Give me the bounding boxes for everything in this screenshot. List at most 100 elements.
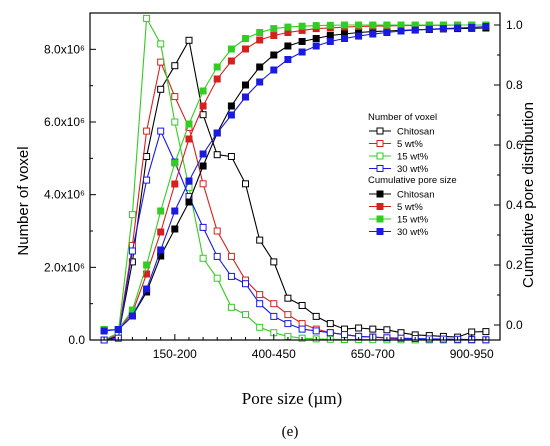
voxel-point-chitosan — [312, 312, 320, 320]
cumulative-point-5-wt — [171, 180, 179, 188]
cumulative-point-30-wt — [213, 129, 221, 137]
voxel-point-30-wt — [270, 312, 278, 320]
cumulative-point-15-wt — [284, 23, 292, 31]
cumulative-point-30-wt — [454, 24, 462, 32]
voxel-point-chitosan — [270, 258, 278, 266]
cumulative-point-5-wt — [185, 135, 193, 143]
voxel-point-chitosan — [185, 36, 193, 44]
cumulative-point-chitosan — [326, 32, 334, 39]
voxel-point-15-wt — [128, 211, 136, 219]
cumulative-point-5-wt — [227, 57, 235, 65]
cumulative-point-15-wt — [326, 21, 334, 29]
voxel-point-chitosan — [326, 320, 334, 328]
cumulative-point-chitosan — [242, 81, 249, 89]
cumulative-legend-label-chitosan: Chitosan — [397, 190, 435, 201]
cumulative-point-5-wt — [256, 36, 264, 44]
cumulative-point-15-wt — [199, 87, 207, 95]
voxel-point-30-wt — [157, 127, 165, 135]
cumulative-point-15-wt — [270, 25, 278, 33]
cumulative-point-chitosan — [171, 225, 179, 233]
voxel-legend-marker-30-wt — [376, 165, 384, 172]
voxel-point-30-wt — [284, 320, 292, 328]
voxel-point-15-wt — [227, 303, 235, 311]
voxel-point-chitosan — [298, 302, 306, 309]
cumulative-point-30-wt — [411, 26, 419, 34]
y-right-tick-label: 0.4 — [506, 198, 523, 212]
cumulative-point-15-wt — [213, 63, 221, 71]
cumulative-point-30-wt — [227, 111, 235, 119]
cumulative-point-15-wt — [256, 29, 264, 36]
cumulative-point-15-wt — [341, 21, 348, 29]
x-tick-label: 650-700 — [351, 347, 395, 361]
cumulative-point-15-wt — [355, 21, 363, 29]
cumulative-point-30-wt — [284, 56, 292, 63]
voxel-point-chitosan — [213, 151, 221, 159]
y-left-tick-label: 6.0x10⁶ — [44, 115, 85, 129]
voxel-point-15-wt — [143, 14, 151, 22]
cumulative-line-15-wt — [104, 24, 486, 331]
cumulative-point-30-wt — [482, 23, 490, 30]
cumulative-point-30-wt — [242, 93, 249, 101]
y-left-tick-label: 4.0x10⁶ — [44, 188, 85, 202]
voxel-point-5-wt — [171, 93, 179, 101]
voxel-point-30-wt — [312, 327, 320, 335]
voxel-point-5-wt — [227, 252, 235, 260]
cumulative-point-15-wt — [397, 21, 405, 29]
figure-caption: (e) — [282, 424, 299, 440]
cumulative-point-15-wt — [312, 22, 320, 30]
cumulative-point-30-wt — [341, 35, 348, 42]
y-axis-right-title: Cumulative pore distribution — [520, 102, 537, 288]
voxel-point-chitosan — [369, 325, 377, 333]
voxel-point-5-wt — [256, 291, 264, 299]
voxel-legend-marker-chitosan — [376, 127, 384, 135]
voxel-line-chitosan — [103, 38, 486, 341]
cumulative-point-30-wt — [312, 42, 320, 50]
cumulative-point-15-wt — [242, 35, 249, 42]
voxel-point-chitosan — [355, 324, 363, 332]
cumulative-point-chitosan — [199, 162, 207, 170]
voxel-point-chitosan — [256, 236, 264, 244]
cumulative-point-5-wt — [157, 228, 165, 236]
voxel-point-chitosan — [482, 328, 490, 336]
cumulative-point-15-wt — [383, 21, 391, 29]
cumulative-point-30-wt — [128, 312, 136, 320]
x-tick-label: 900-950 — [450, 347, 494, 361]
cumulative-point-chitosan — [256, 63, 264, 71]
voxel-point-15-wt — [157, 40, 165, 48]
cumulative-point-30-wt — [383, 29, 391, 36]
cumulative-point-chitosan — [312, 35, 320, 42]
voxel-point-15-wt — [171, 118, 179, 126]
voxel-point-chitosan — [143, 153, 151, 160]
voxel-point-chitosan — [171, 62, 179, 70]
y-right-tick-label: 0.2 — [506, 258, 523, 272]
voxel-line-30-wt — [104, 129, 486, 341]
voxel-point-30-wt — [227, 272, 235, 280]
voxel-point-5-wt — [143, 127, 151, 135]
x-axis-title: Pore size (µm) — [242, 389, 342, 408]
cumulative-point-15-wt — [298, 22, 306, 30]
cumulative-point-chitosan — [185, 198, 193, 206]
cumulative-legend-marker-5-wt — [376, 203, 384, 210]
cumulative-point-30-wt — [369, 30, 377, 38]
cumulative-point-30-wt — [298, 48, 306, 56]
voxel-legend-marker-5-wt — [376, 140, 384, 147]
cumulative-point-30-wt — [468, 23, 476, 31]
cumulative-point-chitosan — [298, 38, 306, 45]
y-right-tick-label: 1.0 — [506, 18, 523, 32]
cumulative-point-30-wt — [143, 285, 151, 293]
cumulative-point-30-wt — [425, 25, 433, 33]
legend-group1-title: Number of voxel — [368, 112, 437, 123]
x-tick-label: 150-200 — [153, 347, 197, 361]
x-tick-label: 400-450 — [252, 347, 296, 361]
cumulative-point-5-wt — [270, 32, 278, 39]
cumulative-point-30-wt — [114, 326, 122, 333]
cumulative-point-15-wt — [185, 120, 193, 128]
voxel-point-30-wt — [242, 280, 249, 288]
cumulative-point-chitosan — [284, 42, 292, 50]
y-right-tick-label: 0.6 — [506, 138, 523, 152]
voxel-legend-label-15-wt: 15 wt% — [397, 152, 429, 163]
legend-group2-title: Cumulative pore size — [368, 175, 457, 186]
voxel-point-5-wt — [199, 180, 207, 188]
voxel-point-chitosan — [242, 180, 249, 188]
